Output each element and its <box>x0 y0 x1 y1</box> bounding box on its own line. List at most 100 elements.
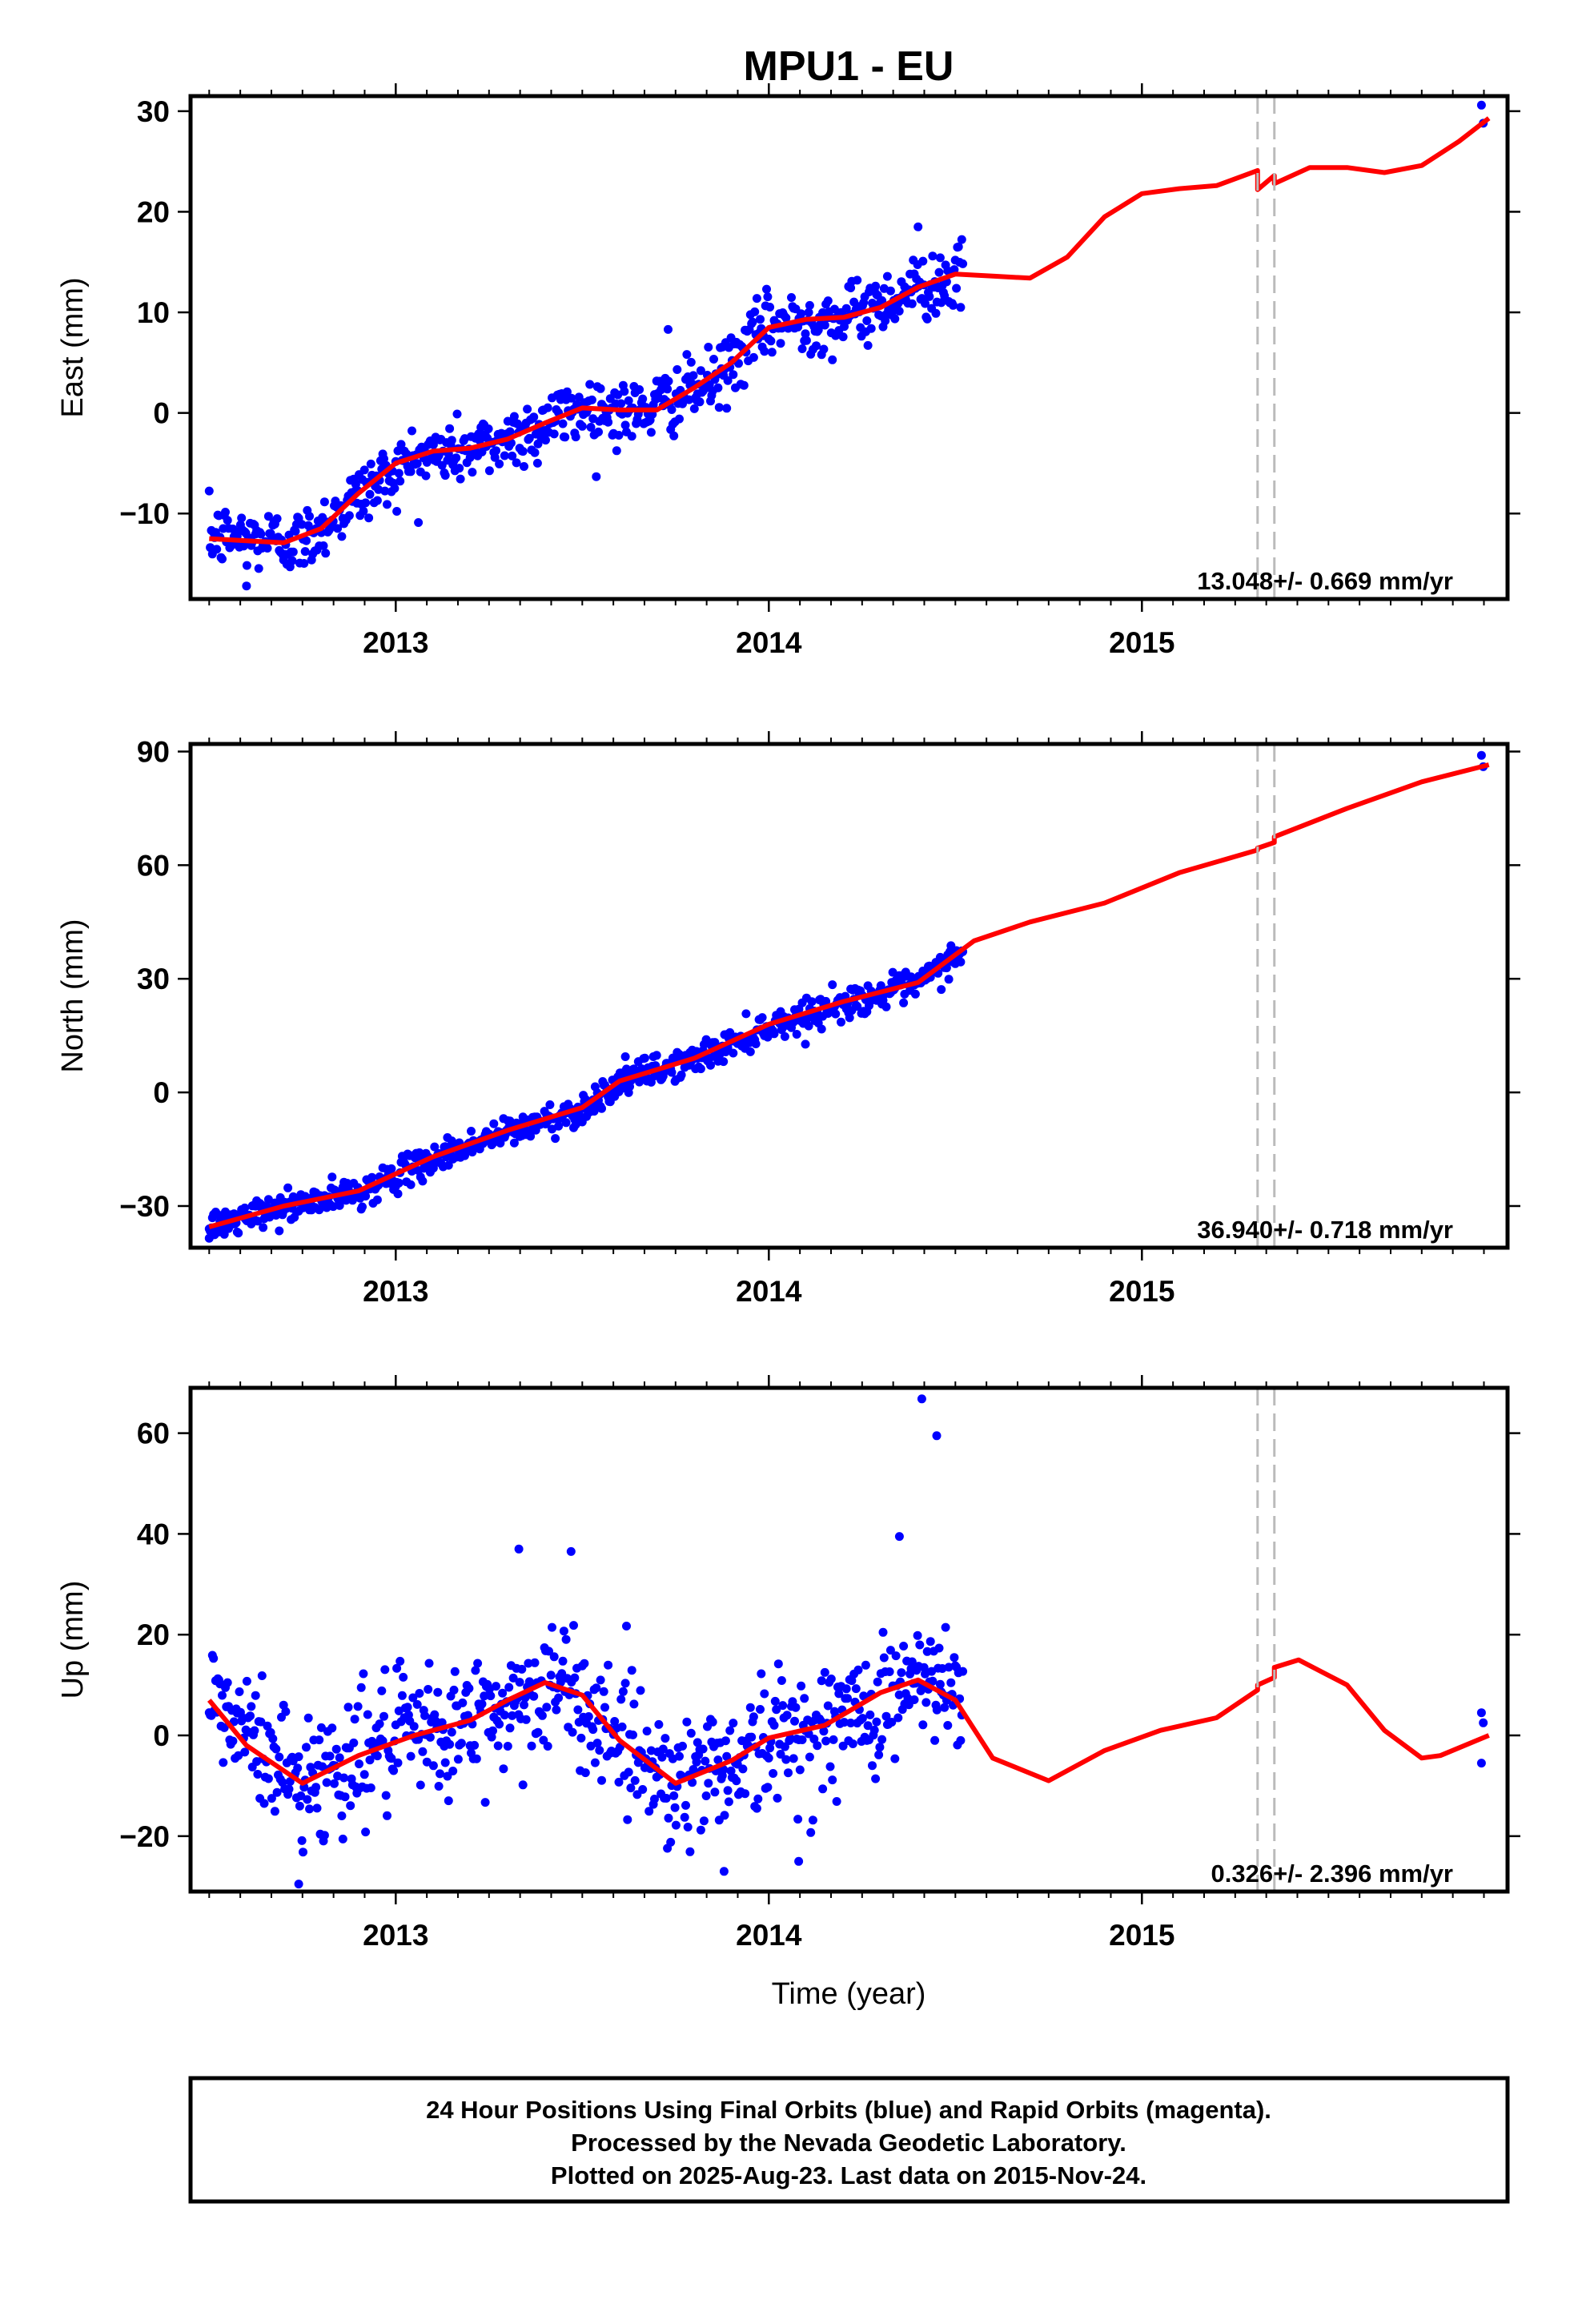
data-point <box>250 1726 259 1735</box>
data-point <box>732 1776 741 1786</box>
panels: 2013 2014 2015 −10 0 10 20 30 East (mm) 13.048+/-… <box>56 83 1520 2011</box>
data-point <box>664 324 673 334</box>
data-point <box>288 547 298 557</box>
data-point <box>294 1752 303 1762</box>
data-point <box>312 1803 322 1813</box>
rate-annotation: 0.326+/- 2.396 mm/yr <box>1211 1860 1453 1888</box>
footer-box: 24 Hour Positions Using Final Orbits (bl… <box>188 2076 1510 2204</box>
data-point <box>863 340 873 350</box>
data-point <box>913 222 923 231</box>
y-tick-label: 0 <box>153 1719 170 1752</box>
data-point <box>567 393 576 403</box>
data-point <box>873 1677 882 1687</box>
data-point <box>445 424 455 433</box>
data-point <box>934 267 944 277</box>
data-point <box>319 541 328 550</box>
data-point <box>372 1751 382 1761</box>
data-point <box>899 998 909 1007</box>
data-point <box>358 1202 367 1212</box>
data-point <box>666 1837 676 1847</box>
data-point <box>408 426 416 436</box>
data-point <box>825 1762 835 1771</box>
data-point <box>303 1795 312 1804</box>
data-point <box>928 251 938 261</box>
data-point <box>219 1723 229 1732</box>
data-point <box>532 458 542 468</box>
data-point <box>809 1735 819 1743</box>
data-point <box>412 459 422 468</box>
data-point <box>749 1712 758 1722</box>
x-tick-label: 2015 <box>1109 1919 1174 1952</box>
data-point <box>548 1622 556 1632</box>
data-point <box>223 516 232 525</box>
data-point <box>379 1711 388 1721</box>
data-point <box>529 1691 539 1701</box>
data-point <box>710 1787 720 1797</box>
data-point <box>780 1031 789 1041</box>
data-point <box>430 1142 440 1152</box>
data-point <box>425 1732 435 1742</box>
data-point <box>921 1698 931 1707</box>
data-point <box>845 1013 854 1023</box>
data-point <box>657 1752 667 1762</box>
data-point <box>364 513 374 523</box>
data-point <box>769 1029 779 1039</box>
data-point <box>792 1030 801 1039</box>
y-axis-label: North (mm) <box>56 919 90 1072</box>
data-point <box>620 1679 630 1688</box>
data-point <box>618 1687 628 1696</box>
data-point <box>321 549 331 558</box>
data-point <box>319 1831 329 1840</box>
data-point <box>756 1705 765 1714</box>
data-point <box>530 1658 540 1667</box>
data-point <box>378 1736 387 1746</box>
data-point <box>713 383 723 392</box>
data-point <box>890 1754 900 1763</box>
data-point <box>552 1705 561 1715</box>
data-point <box>616 399 626 408</box>
data-point <box>921 299 930 308</box>
y-tick-label: 10 <box>137 296 170 329</box>
data-point <box>881 1711 891 1721</box>
data-point <box>677 1070 686 1080</box>
data-point <box>475 436 484 445</box>
data-point <box>650 1795 659 1803</box>
data-point <box>284 1784 294 1794</box>
y-tick-label: 20 <box>137 195 170 228</box>
data-point <box>561 1118 571 1128</box>
data-point <box>414 518 424 527</box>
data-point <box>899 1642 909 1651</box>
data-point <box>773 1793 782 1803</box>
data-point <box>257 1671 267 1680</box>
data-point <box>297 1835 307 1845</box>
data-point <box>359 506 368 516</box>
data-point <box>394 1178 404 1188</box>
data-point <box>620 387 629 396</box>
data-point <box>551 1134 560 1144</box>
data-point <box>521 1715 531 1724</box>
data-point <box>661 1794 671 1803</box>
data-point <box>372 1195 382 1204</box>
data-point <box>872 1717 881 1727</box>
data-point <box>489 1119 499 1128</box>
data-point <box>300 547 310 557</box>
data-point <box>1479 1718 1488 1727</box>
data-point <box>838 1741 848 1751</box>
data-point <box>629 1699 639 1709</box>
data-point <box>530 448 540 457</box>
data-point <box>570 1673 580 1683</box>
footer-line-2: Processed by the Nevada Geodetic Laborat… <box>571 2129 1126 2157</box>
data-point <box>473 1659 483 1668</box>
data-point <box>877 1735 887 1744</box>
data-point <box>447 1727 456 1737</box>
data-point <box>820 320 829 330</box>
data-point <box>361 498 371 508</box>
data-point <box>745 1047 755 1056</box>
data-point <box>853 275 862 285</box>
data-point <box>561 1634 571 1644</box>
data-point <box>560 432 570 442</box>
data-point <box>556 1678 565 1687</box>
data-point <box>223 1678 232 1687</box>
data-point <box>272 514 282 524</box>
data-point <box>234 1228 243 1238</box>
